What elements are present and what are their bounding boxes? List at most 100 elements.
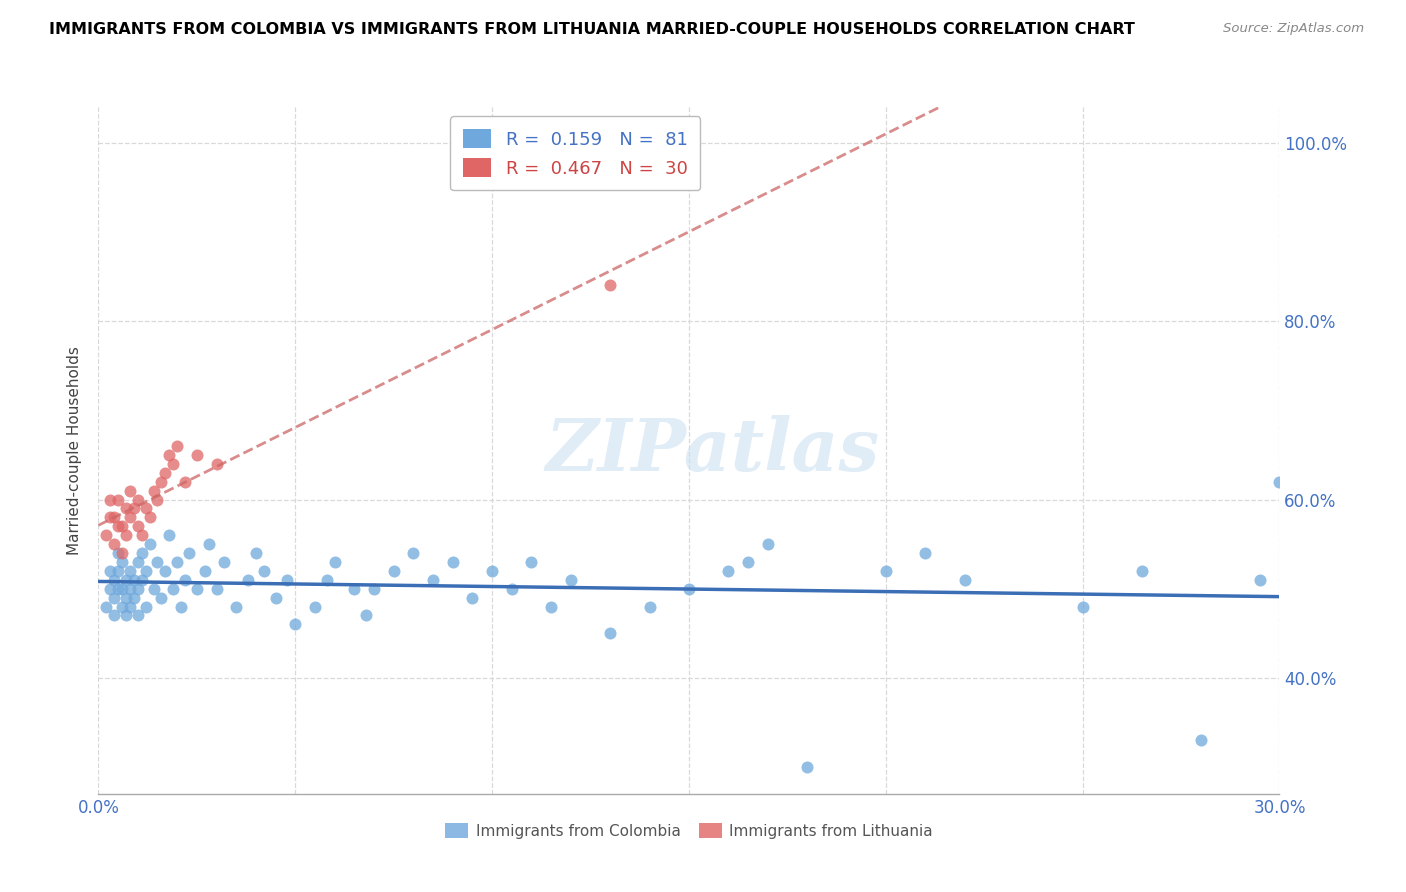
Point xyxy=(107,492,129,507)
Point xyxy=(225,599,247,614)
Point xyxy=(98,582,121,596)
Point xyxy=(111,519,134,533)
Point xyxy=(142,582,165,596)
Point xyxy=(131,573,153,587)
Point xyxy=(127,582,149,596)
Text: IMMIGRANTS FROM COLOMBIA VS IMMIGRANTS FROM LITHUANIA MARRIED-COUPLE HOUSEHOLDS : IMMIGRANTS FROM COLOMBIA VS IMMIGRANTS F… xyxy=(49,22,1135,37)
Point xyxy=(737,555,759,569)
Text: Source: ZipAtlas.com: Source: ZipAtlas.com xyxy=(1223,22,1364,36)
Text: ZIPatlas: ZIPatlas xyxy=(546,415,880,486)
Point xyxy=(638,599,661,614)
Point xyxy=(103,537,125,551)
Point xyxy=(122,573,145,587)
Point xyxy=(953,573,976,587)
Point xyxy=(157,528,180,542)
Point xyxy=(186,448,208,462)
Point xyxy=(122,501,145,516)
Point xyxy=(501,582,523,596)
Point xyxy=(540,599,562,614)
Point xyxy=(111,599,134,614)
Point xyxy=(150,591,173,605)
Point xyxy=(678,582,700,596)
Point xyxy=(363,582,385,596)
Point xyxy=(1071,599,1094,614)
Point xyxy=(205,457,228,471)
Point xyxy=(1130,564,1153,578)
Point xyxy=(481,564,503,578)
Point xyxy=(422,573,444,587)
Point xyxy=(170,599,193,614)
Point xyxy=(127,519,149,533)
Point xyxy=(146,555,169,569)
Point xyxy=(354,608,377,623)
Point xyxy=(98,492,121,507)
Point xyxy=(118,564,141,578)
Point xyxy=(717,564,740,578)
Point xyxy=(382,564,405,578)
Point xyxy=(520,555,543,569)
Point xyxy=(461,591,484,605)
Point xyxy=(914,546,936,560)
Point xyxy=(118,510,141,524)
Point xyxy=(135,599,157,614)
Point xyxy=(245,546,267,560)
Point xyxy=(103,510,125,524)
Point xyxy=(599,278,621,293)
Point xyxy=(115,528,138,542)
Point xyxy=(875,564,897,578)
Point xyxy=(115,608,138,623)
Point xyxy=(111,582,134,596)
Point xyxy=(111,546,134,560)
Point xyxy=(115,591,138,605)
Y-axis label: Married-couple Households: Married-couple Households xyxy=(67,346,83,555)
Point xyxy=(122,591,145,605)
Point xyxy=(127,555,149,569)
Point xyxy=(131,528,153,542)
Point xyxy=(1189,733,1212,747)
Point xyxy=(96,528,118,542)
Point xyxy=(127,608,149,623)
Point xyxy=(276,573,298,587)
Point xyxy=(138,537,160,551)
Point xyxy=(186,582,208,596)
Point xyxy=(174,475,197,489)
Legend: Immigrants from Colombia, Immigrants from Lithuania: Immigrants from Colombia, Immigrants fro… xyxy=(439,816,939,845)
Point xyxy=(150,475,173,489)
Point xyxy=(118,599,141,614)
Point xyxy=(177,546,200,560)
Point xyxy=(796,760,818,774)
Point xyxy=(115,501,138,516)
Point xyxy=(194,564,217,578)
Point xyxy=(98,510,121,524)
Point xyxy=(107,519,129,533)
Point xyxy=(118,582,141,596)
Point xyxy=(166,439,188,453)
Point xyxy=(142,483,165,498)
Point xyxy=(107,564,129,578)
Point xyxy=(135,564,157,578)
Point xyxy=(599,626,621,640)
Point xyxy=(264,591,287,605)
Point xyxy=(402,546,425,560)
Point xyxy=(1249,573,1271,587)
Point xyxy=(323,555,346,569)
Point xyxy=(162,457,184,471)
Point xyxy=(135,501,157,516)
Point xyxy=(103,591,125,605)
Point xyxy=(166,555,188,569)
Point xyxy=(756,537,779,551)
Point xyxy=(304,599,326,614)
Point xyxy=(284,617,307,632)
Point xyxy=(131,546,153,560)
Point xyxy=(315,573,337,587)
Point xyxy=(115,573,138,587)
Point xyxy=(197,537,219,551)
Point xyxy=(98,564,121,578)
Point xyxy=(118,483,141,498)
Point xyxy=(111,555,134,569)
Point xyxy=(146,492,169,507)
Point xyxy=(214,555,236,569)
Point xyxy=(155,564,177,578)
Point xyxy=(155,466,177,480)
Point xyxy=(253,564,276,578)
